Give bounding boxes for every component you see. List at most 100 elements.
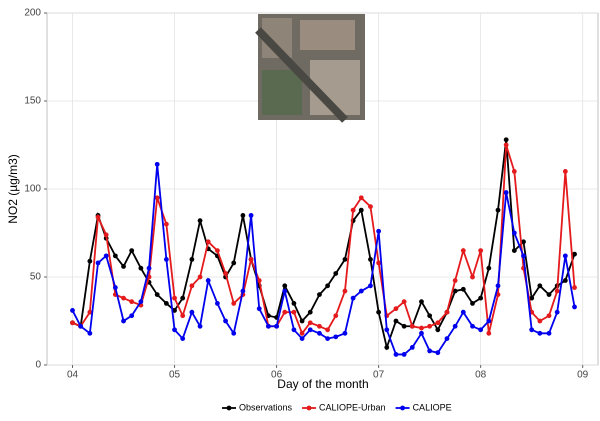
legend-label: Observations	[239, 402, 293, 412]
legend-dot	[400, 406, 405, 411]
data-point	[394, 352, 399, 357]
data-point	[138, 266, 143, 271]
legend-label: CALIOPE-Urban	[319, 402, 386, 412]
data-point	[486, 319, 491, 324]
data-point	[384, 345, 389, 350]
data-point	[427, 349, 432, 354]
data-point	[180, 336, 185, 341]
data-point	[435, 327, 440, 332]
data-point	[333, 313, 338, 318]
data-point	[325, 283, 330, 288]
data-point	[282, 289, 287, 294]
data-point	[435, 320, 440, 325]
data-point	[113, 285, 118, 290]
data-point	[547, 331, 552, 336]
data-point	[164, 222, 169, 227]
data-point	[155, 162, 160, 167]
data-point	[419, 326, 424, 331]
data-point	[384, 327, 389, 332]
data-point	[504, 137, 509, 142]
data-point	[231, 301, 236, 306]
x-tick-label: 08	[475, 370, 487, 381]
data-point	[435, 350, 440, 355]
data-point	[486, 331, 491, 336]
data-point	[512, 248, 517, 253]
data-point	[555, 310, 560, 315]
data-point	[292, 301, 297, 306]
photo-block	[262, 70, 302, 115]
data-point	[453, 324, 458, 329]
data-point	[121, 264, 126, 269]
data-point	[537, 319, 542, 324]
data-point	[496, 283, 501, 288]
data-point	[563, 278, 568, 283]
data-point	[317, 292, 322, 297]
data-point	[249, 213, 254, 218]
data-point	[164, 257, 169, 262]
data-point	[504, 143, 509, 148]
data-point	[445, 336, 450, 341]
data-point	[521, 253, 526, 258]
data-point	[292, 310, 297, 315]
data-point	[241, 213, 246, 218]
data-point	[461, 248, 466, 253]
data-point	[555, 289, 560, 294]
data-point	[87, 259, 92, 264]
data-point	[512, 169, 517, 174]
x-tick-label: 05	[169, 370, 181, 381]
data-point	[274, 324, 279, 329]
data-point	[104, 232, 109, 237]
legend-dot	[227, 406, 232, 411]
data-point	[266, 324, 271, 329]
data-point	[394, 306, 399, 311]
data-point	[470, 275, 475, 280]
data-point	[427, 313, 432, 318]
data-point	[189, 310, 194, 315]
data-point	[563, 253, 568, 258]
data-point	[376, 310, 381, 315]
data-point	[368, 283, 373, 288]
data-point	[282, 310, 287, 315]
data-point	[206, 239, 211, 244]
data-point	[359, 289, 364, 294]
data-point	[445, 310, 450, 315]
data-point	[359, 195, 364, 200]
data-point	[478, 248, 483, 253]
data-point	[300, 331, 305, 336]
data-point	[70, 308, 75, 313]
data-point	[189, 257, 194, 262]
legend: Observations CALIOPE-Urban CALIOPE	[222, 402, 452, 412]
data-point	[78, 324, 83, 329]
data-point	[172, 327, 177, 332]
data-point	[572, 285, 577, 290]
data-point	[231, 261, 236, 266]
data-point	[402, 299, 407, 304]
photo-block	[300, 20, 355, 50]
x-tick-label: 06	[271, 370, 283, 381]
y-tick-label: 0	[35, 360, 41, 371]
data-point	[359, 208, 364, 213]
data-point	[547, 292, 552, 297]
data-point	[198, 275, 203, 280]
data-point	[419, 299, 424, 304]
data-point	[410, 324, 415, 329]
y-tick-label: 50	[30, 272, 42, 283]
data-point	[343, 289, 348, 294]
data-point	[410, 345, 415, 350]
data-point	[308, 310, 313, 315]
data-point	[376, 229, 381, 234]
data-point	[343, 331, 348, 336]
data-point	[215, 248, 220, 253]
data-point	[343, 257, 348, 262]
data-point	[241, 289, 246, 294]
data-point	[215, 301, 220, 306]
data-point	[121, 296, 126, 301]
data-point	[486, 266, 491, 271]
data-point	[453, 278, 458, 283]
y-tick-label: 200	[24, 8, 41, 19]
x-axis-label: Day of the month	[277, 377, 368, 391]
data-point	[129, 313, 134, 318]
data-point	[529, 327, 534, 332]
data-point	[402, 352, 407, 357]
legend-label: CALIOPE	[413, 402, 452, 412]
